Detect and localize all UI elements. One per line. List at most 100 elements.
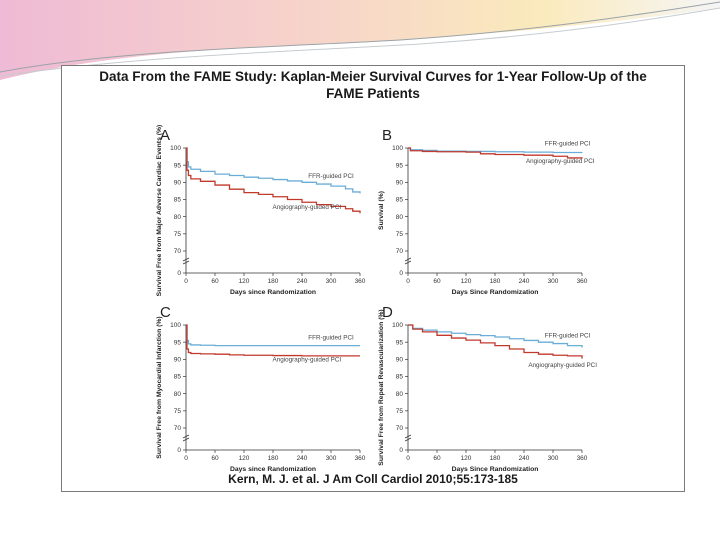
y-axis-break	[182, 257, 190, 265]
x-tick-label: 300	[326, 278, 337, 285]
y-tick-label: 80	[396, 391, 404, 398]
km-panel-d: D 0 70 75 80 85 90 95 100 0 60 120 180 240 300 360 Days …	[378, 304, 597, 473]
x-tick-label: 120	[239, 278, 250, 285]
x-tick-label: 360	[355, 278, 366, 285]
y-tick-label: 100	[392, 322, 403, 329]
y-tick-label: 90	[174, 357, 182, 364]
angiography-series-label: Angiography-guided PCI	[526, 158, 595, 165]
slide-title: Data From the FAME Study: Kaplan-Meier S…	[99, 69, 647, 101]
y-tick-label: 75	[174, 231, 182, 238]
ffr-guided-pci-curve	[186, 147, 361, 194]
decorative-swoosh	[0, 0, 720, 80]
panel-label: B	[382, 127, 392, 144]
ffr-series-label: FFR-guided PCI	[308, 334, 354, 341]
y-tick-label: 80	[174, 214, 182, 221]
x-axis-label: Days Since Randomization	[452, 289, 539, 296]
angiography-guided-pci-curve	[408, 147, 583, 159]
y-tick-label: 80	[174, 391, 182, 398]
y-axis-break	[182, 434, 190, 442]
y-tick-label: 90	[396, 357, 404, 364]
y-tick-label: 70	[174, 248, 182, 255]
x-tick-label: 60	[433, 455, 441, 462]
y-tick-label: 100	[170, 322, 181, 329]
y-tick-label: 0	[177, 447, 181, 454]
y-tick-label: 70	[174, 425, 182, 432]
y-tick-label: 70	[396, 425, 404, 432]
x-tick-label: 240	[297, 278, 308, 285]
y-tick-label: 85	[396, 197, 404, 204]
x-tick-label: 300	[548, 278, 559, 285]
x-tick-label: 60	[211, 455, 219, 462]
x-tick-label: 60	[211, 278, 219, 285]
y-tick-label: 0	[399, 447, 403, 454]
y-tick-label: 85	[174, 197, 182, 204]
y-axis-label: Survival Free from Repeat Revascularizat…	[378, 309, 385, 465]
x-tick-label: 120	[239, 455, 250, 462]
km-panel-b: B 0 70 75 80 85 90 95 100 0 60 120 180 240 300 360 Days …	[378, 127, 595, 296]
y-tick-label: 75	[174, 408, 182, 415]
y-tick-label: 75	[396, 231, 404, 238]
x-axis-label: Days Since Randomization	[452, 466, 539, 473]
x-tick-label: 240	[519, 278, 530, 285]
y-tick-label: 95	[174, 162, 182, 169]
ffr-guided-pci-curve	[408, 147, 583, 154]
y-tick-label: 80	[396, 214, 404, 221]
x-tick-label: 180	[490, 455, 501, 462]
angiography-series-label: Angiography-guided PCI	[528, 362, 597, 369]
figure-frame: Data From the FAME Study: Kaplan-Meier S…	[61, 65, 685, 492]
y-tick-label: 70	[396, 248, 404, 255]
y-tick-label: 75	[396, 408, 404, 415]
y-axis-break	[404, 257, 412, 265]
x-tick-label: 360	[577, 278, 588, 285]
ffr-guided-pci-curve	[408, 324, 583, 348]
x-tick-label: 180	[490, 278, 501, 285]
y-axis-label: Survival Free from Myocardial Infarction…	[156, 316, 163, 458]
y-tick-label: 100	[392, 145, 403, 152]
panel-label: C	[160, 304, 171, 321]
angiography-guided-pci-curve	[186, 324, 360, 357]
angiography-guided-pci-curve	[408, 324, 583, 359]
panel-label: A	[160, 127, 170, 144]
x-tick-label: 120	[461, 278, 472, 285]
ffr-series-label: FFR-guided PCI	[545, 332, 591, 339]
angiography-series-label: Angiography-guided PCI	[273, 204, 342, 211]
x-axis-label: Days since Randomization	[230, 466, 316, 473]
x-tick-label: 0	[184, 278, 188, 285]
km-panel-c: C 0 70 75 80 85 90 95 100 0 60 120 180 240 300 360 Days …	[156, 304, 366, 473]
y-axis-label: Survival Free from Major Adverse Cardiac…	[156, 125, 163, 297]
x-tick-label: 240	[519, 455, 530, 462]
angiography-guided-pci-curve	[186, 147, 361, 214]
x-tick-label: 360	[577, 455, 588, 462]
x-tick-label: 180	[268, 278, 279, 285]
x-tick-label: 240	[297, 455, 308, 462]
x-tick-label: 360	[355, 455, 366, 462]
y-axis-label: Survival (%)	[378, 191, 385, 230]
x-tick-label: 0	[184, 455, 188, 462]
citation: Kern, M. J. et al. J Am Coll Cardiol 201…	[228, 472, 518, 486]
x-axis-label: Days since Randomization	[230, 289, 316, 296]
y-tick-label: 85	[396, 374, 404, 381]
y-tick-label: 0	[399, 270, 403, 277]
y-tick-label: 100	[170, 145, 181, 152]
y-tick-label: 0	[177, 270, 181, 277]
x-tick-label: 120	[461, 455, 472, 462]
x-tick-label: 180	[268, 455, 279, 462]
x-tick-label: 300	[548, 455, 559, 462]
ffr-series-label: FFR-guided PCI	[308, 173, 354, 180]
km-panel-a: A 0 70 75 80 85 90 95 100 0 60 120 180 240 300 360 Days …	[156, 125, 366, 297]
x-tick-label: 300	[326, 455, 337, 462]
y-tick-label: 90	[396, 180, 404, 187]
y-tick-label: 95	[396, 162, 404, 169]
y-tick-label: 95	[396, 339, 404, 346]
x-tick-label: 60	[433, 278, 441, 285]
ffr-series-label: FFR-guided PCI	[545, 140, 591, 147]
x-tick-label: 0	[406, 455, 410, 462]
angiography-series-label: Angiography-guided PCI	[273, 357, 342, 364]
x-tick-label: 0	[406, 278, 410, 285]
y-tick-label: 85	[174, 374, 182, 381]
y-tick-label: 95	[174, 339, 182, 346]
panel-label: D	[382, 304, 393, 321]
y-axis-break	[404, 434, 412, 442]
y-tick-label: 90	[174, 180, 182, 187]
ffr-guided-pci-curve	[186, 324, 360, 347]
